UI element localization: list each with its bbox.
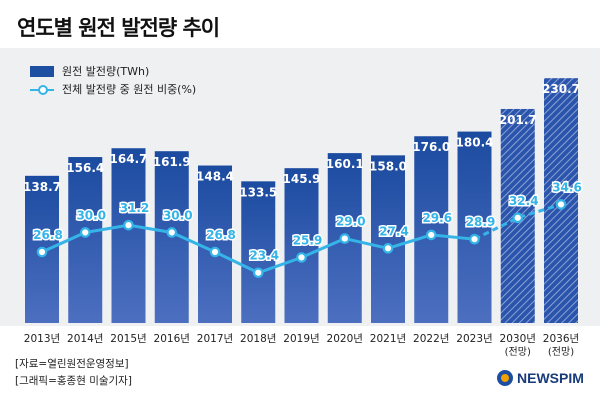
x-tick-label: 2021년 — [370, 333, 406, 345]
legend: 원전 발전량(TWh) 전체 발전량 중 원전 비중(%) — [30, 62, 196, 98]
share-point-label: 30.0 — [163, 208, 193, 222]
bar — [198, 165, 232, 323]
bar-value-label: 180.4 — [456, 136, 494, 150]
share-point-label: 23.4 — [249, 249, 279, 263]
x-tick-label: 2022년 — [413, 333, 449, 345]
share-point — [296, 252, 307, 263]
share-point — [79, 227, 91, 238]
source-line-graphic: [그래픽=홍종현 미술기자] — [15, 375, 132, 387]
x-tick-label: 2020년 — [327, 333, 363, 345]
bar-value-label: 160.1 — [326, 157, 364, 171]
legend-bar-swatch — [30, 65, 54, 77]
x-tick-sublabel: (전망) — [548, 346, 574, 358]
share-point-label: 26.8 — [206, 228, 236, 242]
share-point — [555, 199, 567, 210]
x-tick-sublabel: (전망) — [505, 346, 531, 358]
share-point-label: 29.6 — [422, 211, 452, 225]
x-tick-label: 2036년 — [543, 333, 579, 345]
bar-value-label: 158.0 — [369, 159, 407, 173]
newspim-logo-text: NEWSPIM — [517, 370, 584, 386]
bar — [284, 168, 319, 323]
share-point — [166, 227, 178, 238]
share-point — [209, 246, 221, 258]
bar — [68, 157, 103, 323]
x-tick-label: 2019년 — [283, 333, 319, 345]
share-point-label: 28.9 — [466, 215, 496, 229]
bar-value-label: 156.4 — [66, 161, 104, 175]
share-point — [252, 267, 264, 279]
bar-value-label: 133.5 — [239, 185, 277, 199]
legend-item-line: 전체 발전량 중 원전 비중(%) — [30, 80, 196, 98]
share-point — [382, 243, 394, 254]
source-line-data: [자료=열린원전운영정보] — [15, 358, 129, 370]
x-tick-label: 2013년 — [24, 333, 60, 345]
share-point — [36, 246, 48, 258]
bar-value-label: 230.7 — [542, 82, 580, 96]
bar-value-label: 161.9 — [153, 155, 191, 169]
bar-value-label: 148.4 — [196, 170, 234, 184]
legend-line-swatch — [30, 84, 54, 95]
bar — [241, 181, 276, 323]
x-tick-label: 2015년 — [110, 333, 146, 345]
share-point-label: 27.4 — [379, 224, 409, 238]
x-tick-label: 2016년 — [154, 333, 190, 345]
chart-title: 연도별 원전 발전량 추이 — [17, 16, 220, 40]
bar-value-label: 176.0 — [412, 140, 450, 154]
share-point-label: 26.8 — [33, 228, 63, 242]
share-point-label: 30.0 — [76, 208, 106, 222]
share-point-label: 25.9 — [293, 233, 323, 247]
source-credit: [자료=열린원전운영정보] [그래픽=홍종현 미술기자] — [15, 356, 132, 390]
share-point-label: 29.0 — [336, 215, 366, 229]
x-tick-label: 2018년 — [240, 333, 276, 345]
share-point — [339, 233, 351, 244]
share-point-label: 34.6 — [552, 180, 582, 194]
newspim-logo: NEWSPIM — [497, 370, 584, 386]
x-tick-label: 2017년 — [197, 333, 233, 345]
legend-bar-label: 원전 발전량(TWh) — [62, 65, 150, 78]
share-point — [469, 233, 480, 245]
share-point-label: 32.4 — [509, 194, 539, 208]
bar — [371, 155, 405, 323]
x-tick-label: 2014년 — [67, 333, 103, 345]
share-point — [512, 212, 524, 224]
bar — [111, 148, 146, 323]
legend-line-label: 전체 발전량 중 원전 비중(%) — [62, 83, 197, 96]
newspim-logo-icon — [497, 370, 513, 386]
legend-item-bars: 원전 발전량(TWh) — [30, 62, 196, 80]
bar-value-label: 164.7 — [110, 152, 148, 166]
share-point — [425, 229, 437, 241]
bar-value-label: 201.7 — [499, 113, 537, 127]
bar-value-label: 145.9 — [283, 172, 321, 186]
bar — [457, 131, 492, 323]
share-point — [123, 219, 134, 231]
bar-value-label: 138.7 — [23, 180, 61, 194]
x-tick-label: 2023년 — [456, 333, 492, 345]
share-point-label: 31.2 — [120, 201, 150, 215]
x-tick-label: 2030년 — [500, 333, 536, 345]
